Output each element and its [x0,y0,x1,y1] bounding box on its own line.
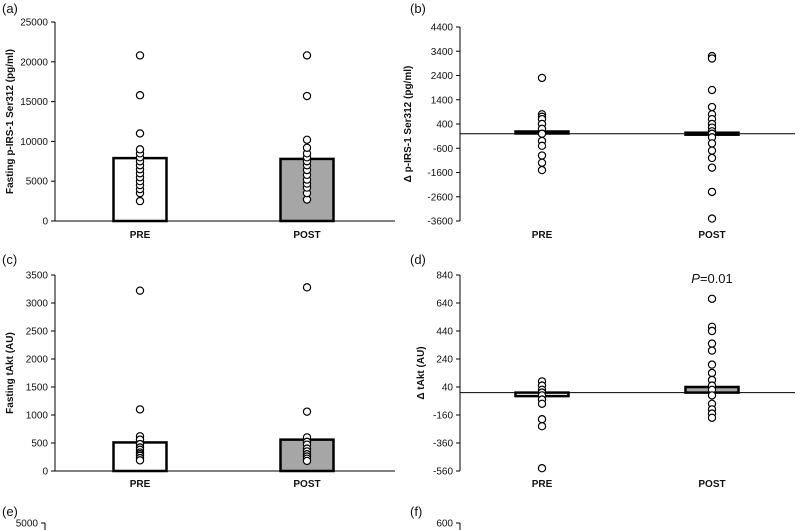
point-d-pre-8 [537,422,547,431]
x-category-label-d-0: PRE [532,479,553,490]
x-category-label-c-1: POST [293,479,320,490]
point-b-post-13 [707,153,717,163]
y-tick-label-b-6: 2400 [431,71,454,82]
point-c-post-0 [302,283,312,292]
panel-letter-f: (f) [410,504,422,519]
x-category-label-a-1: POST [293,230,320,241]
point-b-pre-9 [537,151,547,160]
point-a-post-13 [302,91,312,101]
point-b-post-16 [707,214,717,223]
point-d-post-6 [707,368,717,378]
point-c-pre-11 [135,456,145,465]
point-a-post-14 [302,51,312,60]
y-tick-label-a-1: 5000 [26,177,49,188]
y-tick-label-d-4: 240 [436,355,453,366]
y-tick-label-b-7: 3400 [431,47,454,58]
panel-letter-e: (e) [2,504,18,519]
point-d-pre-9 [537,464,547,473]
point-b-pre-6 [537,129,547,138]
point-b-post-2 [707,85,717,95]
point-c-pre-0 [135,286,145,295]
y-tick-label-d-0: -560 [433,467,453,478]
y-tick-label-d-6: 640 [436,299,453,310]
point-a-pre-15 [135,51,145,60]
point-a-post-12 [302,135,312,145]
y-tick-label-a-0: 0 [42,217,48,228]
y-tick-label-b-3: -600 [433,144,453,155]
y-tick-label-c-1: 500 [31,439,48,450]
y-tick-label-a-2: 10000 [20,137,48,148]
point-c-post-1 [302,407,312,416]
y-tick-label-d-5: 440 [436,327,453,338]
y-axis-label-b: Δ p-IRS-1 Ser312 (pg/ml) [403,66,414,183]
point-c-post-10 [302,456,312,466]
point-a-post-11 [302,143,312,152]
point-b-pre-11 [537,165,547,175]
point-b-post-15 [707,187,717,197]
panel-letter-a: (a) [2,1,18,16]
point-b-post-11 [707,139,717,148]
point-d-post-5 [707,360,717,369]
y-tick-label-c-2: 1000 [26,411,49,422]
point-b-pre-0 [537,73,547,83]
y-tick-label-a-5: 25000 [20,18,48,29]
x-category-label-b-0: PRE [532,230,553,241]
y-axis-label-d: Δ tAkt (AU) [416,346,427,399]
y-tick-label-d-2: -160 [433,411,453,422]
y-tick-label-e-0: 5000 [16,519,39,530]
x-category-label-d-1: POST [698,479,725,490]
x-category-label-c-0: PRE [130,479,151,490]
point-a-pre-14 [135,91,145,100]
y-tick-label-d-3: 40 [442,383,454,394]
point-d-post-4 [707,346,717,355]
point-a-pre-12 [135,145,145,154]
y-tick-label-b-8: 4400 [431,23,454,34]
y-tick-label-b-1: -2600 [427,192,453,203]
point-a-pre-13 [135,129,145,138]
y-tick-label-c-4: 2000 [26,355,49,366]
x-category-label-a-0: PRE [130,230,151,241]
point-d-pre-7 [537,415,547,424]
y-tick-label-d-1: -360 [433,439,453,450]
y-tick-label-b-5: 1400 [431,95,454,106]
x-category-label-b-1: POST [698,230,725,241]
y-tick-label-b-4: 400 [436,120,453,131]
y-tick-label-c-0: 0 [42,467,48,478]
p-value-annotation-d: P=0.01 [691,271,733,286]
point-b-post-12 [707,146,717,155]
point-d-post-0 [707,294,717,303]
point-b-pre-8 [537,141,547,151]
y-tick-label-f-0: 600 [436,519,453,530]
point-b-pre-10 [537,158,547,167]
point-b-post-14 [707,163,717,172]
point-d-pre-6 [537,399,547,408]
point-d-post-3 [707,339,717,348]
y-tick-label-a-3: 15000 [20,97,48,108]
y-axis-label-c: Fasting tAkt (AU) [5,332,16,414]
panel-letter-c: (c) [2,252,17,267]
point-b-post-1 [707,54,717,63]
y-tick-label-c-6: 3000 [26,299,49,310]
y-tick-label-b-0: -3600 [427,217,453,228]
y-axis-label-a: Fasting p-IRS-1 Ser312 (pg/ml) [5,49,16,194]
panel-letter-d: (d) [410,252,426,267]
point-d-post-2 [707,326,717,336]
point-d-post-14 [707,413,717,422]
point-a-pre-0 [135,196,145,206]
y-tick-label-c-3: 1500 [26,383,49,394]
point-b-post-3 [707,102,717,112]
point-c-pre-1 [135,405,145,414]
y-tick-label-c-5: 2500 [26,327,49,338]
panel-letter-b: (b) [410,1,426,16]
y-tick-label-a-4: 20000 [20,57,48,68]
y-tick-label-d-7: 840 [436,271,453,282]
point-d-post-10 [707,391,717,400]
y-tick-label-b-2: -1600 [427,168,453,179]
y-tick-label-c-7: 3500 [26,271,49,282]
